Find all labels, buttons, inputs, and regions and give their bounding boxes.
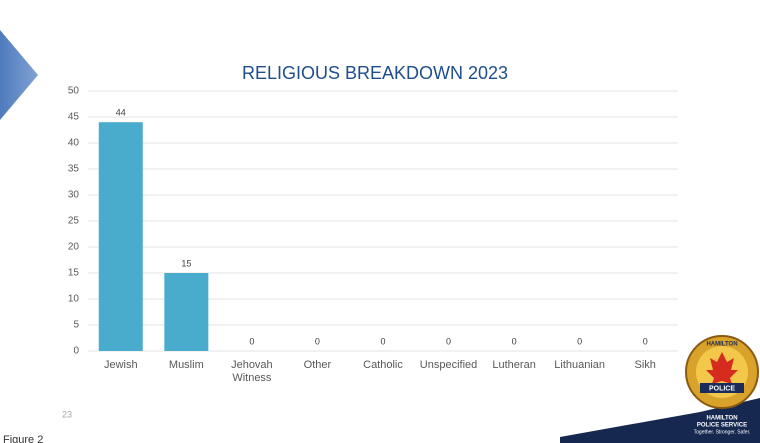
badge-top-text: HAMILTON: [706, 342, 737, 348]
data-label: 0: [380, 336, 385, 346]
caption: Figure 2: [3, 434, 43, 443]
data-label: 0: [512, 336, 517, 346]
y-tick-label: 0: [73, 346, 79, 357]
y-tick-label: 40: [68, 138, 80, 149]
data-label: 0: [315, 336, 320, 346]
y-tick-label: 45: [68, 112, 80, 123]
y-tick-label: 30: [68, 190, 80, 201]
x-tick-label: Catholic: [363, 359, 403, 371]
chart-title: RELIGIOUS BREAKDOWN 2023: [242, 63, 508, 83]
data-label: 0: [577, 336, 582, 346]
x-tick-label: Sikh: [634, 359, 656, 371]
x-tick-label: Lithuanian: [554, 359, 606, 371]
slide-number: 23: [62, 409, 72, 419]
bar: [98, 122, 143, 351]
y-tick-label: 10: [68, 294, 80, 305]
x-tick-label: Jehovah Witness: [231, 359, 273, 384]
y-tick-label: 5: [73, 320, 79, 331]
bar: [164, 273, 209, 351]
data-label: 0: [643, 336, 648, 346]
data-label: 0: [446, 336, 451, 346]
badge-banner-text: POLICE: [709, 385, 735, 392]
decor-triangle: [0, 30, 38, 120]
y-tick-label: 35: [68, 164, 80, 175]
y-tick-label: 50: [68, 86, 80, 97]
x-tick-label: Unspecified: [419, 359, 478, 371]
decor-swoosh: [560, 398, 760, 443]
logo-name-1: HAMILTON: [706, 416, 737, 422]
data-label: 44: [116, 108, 126, 118]
x-tick-label: Other: [303, 359, 332, 371]
y-tick-label: 25: [68, 216, 80, 227]
logo: POLICE HAMILTON HAMILTON POLICE SERVICE …: [685, 335, 759, 435]
x-tick-label: Lutheran: [492, 359, 536, 371]
data-label: 0: [249, 336, 254, 346]
badge-banner: [700, 383, 744, 393]
logo-motto: Together. Stronger. Safer.: [694, 429, 751, 435]
data-label: 15: [181, 258, 191, 268]
y-tick-label: 20: [68, 242, 80, 253]
x-tick-label: Jewish: [103, 359, 138, 371]
x-tick-label: Muslim: [168, 359, 204, 371]
maple-leaf: [706, 352, 738, 384]
logo-name-2: POLICE SERVICE: [697, 423, 747, 429]
y-tick-label: 15: [68, 268, 80, 279]
